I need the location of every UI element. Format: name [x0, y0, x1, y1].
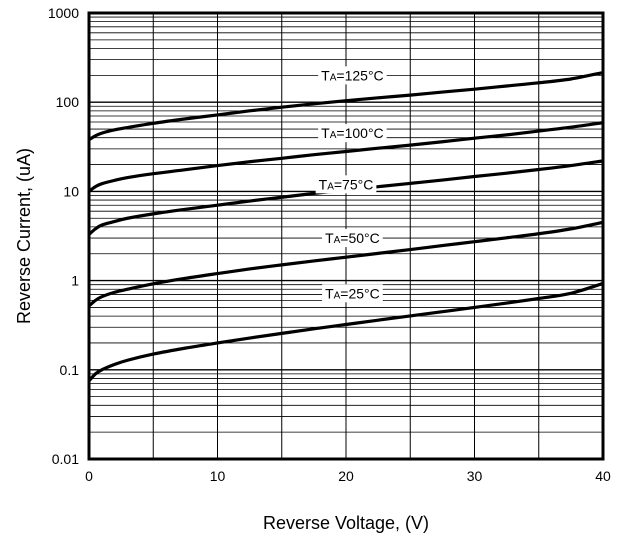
x-tick-label: 10	[210, 468, 226, 484]
y-tick-label: 100	[56, 94, 80, 110]
curve-label-bg	[318, 66, 387, 85]
curve-label-sub: A	[334, 290, 341, 301]
curve-label-rest: =125°C	[336, 67, 383, 83]
curve-label-4: TA=25°C	[322, 284, 383, 303]
x-tick-label: 20	[338, 468, 354, 484]
curve-label-1: TA=100°C	[318, 124, 387, 143]
x-tick-label: 40	[595, 468, 611, 484]
curve-label-sub: A	[334, 235, 341, 246]
curve-label-bg	[315, 175, 377, 194]
series-curve-1	[88, 121, 604, 193]
y-tick-labels: 0.01 0.1 1 10 100 1000	[48, 5, 79, 467]
curve-label-main: T	[319, 176, 328, 192]
series-curves	[87, 70, 604, 383]
y-axis-title: Reverse Current, (uA)	[14, 148, 34, 324]
curve-label-sub: A	[327, 181, 334, 192]
y-tick-label: 10	[63, 183, 79, 199]
y-tick-label: 1	[71, 273, 79, 289]
curve-label-text: TA=75°C	[319, 176, 374, 192]
curve-label-main: T	[321, 125, 330, 141]
x-tick-labels: 0 10 20 30 40	[85, 468, 611, 484]
y-tick-label: 1000	[48, 5, 79, 21]
curve-label-main: T	[321, 67, 330, 83]
curve-label-sub: A	[330, 72, 337, 83]
curve-label-text: TA=50°C	[325, 230, 380, 246]
curve-label-text: TA=125°C	[321, 67, 383, 83]
series-curve-4	[87, 281, 604, 383]
curve-label-rest: =25°C	[340, 285, 379, 301]
curve-label-0: TA=125°C	[318, 66, 387, 85]
curve-label-text: TA=25°C	[325, 285, 380, 301]
curve-label-rest: =100°C	[336, 125, 383, 141]
x-axis-title: Reverse Voltage, (V)	[263, 513, 429, 533]
y-tick-label: 0.01	[52, 451, 79, 467]
x-tick-label: 30	[467, 468, 483, 484]
curve-label-text: TA=100°C	[321, 125, 383, 141]
x-tick-label: 0	[85, 468, 93, 484]
curve-label-sub: A	[330, 130, 337, 141]
series-curve-0	[88, 70, 604, 142]
series-curve-2	[87, 159, 604, 236]
series-curve-3	[87, 220, 604, 308]
curve-labels: TA=125°CTA=100°CTA=75°CTA=50°CTA=25°C	[315, 66, 387, 303]
plot-frame	[87, 11, 605, 461]
curve-label-bg	[322, 229, 383, 248]
curve-label-rest: =50°C	[340, 230, 379, 246]
curve-label-3: TA=50°C	[322, 229, 383, 248]
curve-label-rest: =75°C	[334, 176, 373, 192]
y-tick-label: 0.1	[60, 362, 80, 378]
curve-label-2: TA=75°C	[315, 175, 377, 194]
curve-label-main: T	[325, 230, 334, 246]
curve-label-bg	[322, 284, 383, 303]
curve-label-bg	[318, 124, 387, 143]
curve-label-main: T	[325, 285, 334, 301]
